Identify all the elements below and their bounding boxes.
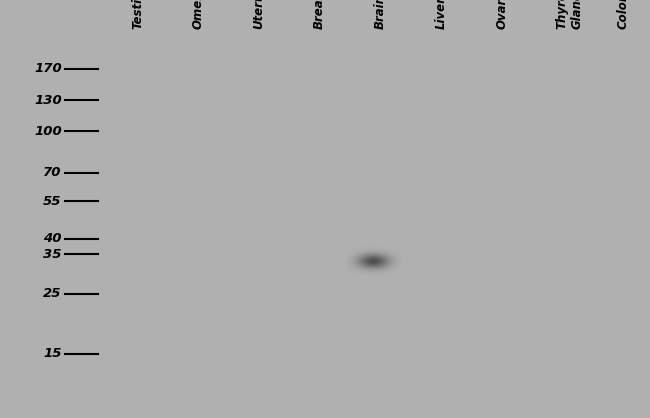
Bar: [341, 33, 345, 401]
Text: 100: 100: [34, 125, 62, 138]
Text: Testis: Testis: [131, 0, 144, 29]
Text: 170: 170: [34, 62, 62, 75]
Text: 25: 25: [44, 287, 62, 300]
Text: Thyroid
Gland: Thyroid Gland: [556, 0, 584, 29]
Text: Liver: Liver: [434, 0, 447, 29]
Bar: [220, 33, 224, 401]
Text: 35: 35: [44, 248, 62, 261]
Bar: [402, 33, 406, 401]
Bar: [584, 33, 588, 401]
Text: 130: 130: [34, 94, 62, 107]
Bar: [101, 33, 647, 401]
Bar: [159, 33, 163, 401]
Text: 15: 15: [44, 347, 62, 360]
Bar: [523, 33, 527, 401]
Text: 70: 70: [44, 166, 62, 179]
Text: 55: 55: [44, 195, 62, 208]
Bar: [281, 33, 285, 401]
Text: Omentum: Omentum: [192, 0, 205, 29]
Bar: [463, 33, 467, 401]
Text: Brain: Brain: [374, 0, 387, 29]
Text: 40: 40: [44, 232, 62, 245]
Text: Ovary: Ovary: [495, 0, 508, 29]
Text: Uterus: Uterus: [252, 0, 265, 29]
Text: Colon: Colon: [616, 0, 629, 29]
Text: Breast: Breast: [313, 0, 326, 29]
